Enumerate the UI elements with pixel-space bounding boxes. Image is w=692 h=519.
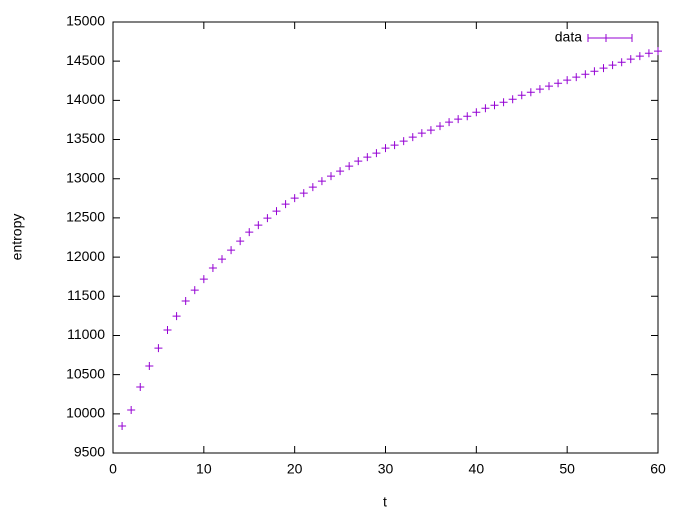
data-point: [463, 112, 472, 121]
data-point: [472, 108, 481, 117]
y-tick-label: 15000: [66, 13, 105, 29]
data-point: [345, 162, 354, 171]
data-point: [408, 133, 417, 142]
data-point: [317, 177, 326, 186]
data-point: [481, 104, 490, 113]
data-point: [172, 312, 181, 321]
x-tick-label: 50: [559, 461, 575, 477]
data-point: [145, 362, 154, 371]
y-tick-label: 10000: [66, 405, 105, 421]
data-point: [454, 115, 463, 124]
plot-frame: [112, 21, 659, 454]
data-point: [545, 82, 553, 91]
y-tick-label: 10500: [66, 365, 105, 381]
data-point: [436, 122, 444, 131]
data-point: [208, 264, 217, 273]
data-point: [127, 406, 136, 415]
legend-symbol: [587, 34, 633, 42]
data-point: [563, 76, 572, 85]
data-point: [263, 214, 272, 223]
data-point: [381, 144, 390, 153]
data-point: [290, 194, 299, 203]
data-point: [626, 55, 635, 64]
data-point: [227, 246, 236, 255]
data-point: [199, 275, 208, 284]
y-tick-label: 12000: [66, 248, 105, 264]
data-point: [190, 286, 199, 295]
x-axis-label: t: [383, 494, 387, 510]
y-tick-label: 9500: [74, 444, 105, 460]
x-tick-label: 60: [650, 461, 666, 477]
data-point: [181, 297, 190, 306]
data-point: [599, 64, 608, 73]
x-tick-label: 20: [287, 461, 303, 477]
data-point: [526, 88, 535, 97]
data-point: [508, 95, 517, 104]
y-tick-label: 11000: [67, 326, 105, 342]
data-point: [154, 344, 163, 353]
data-point: [363, 153, 372, 162]
data-point: [654, 47, 662, 56]
y-tick-label: 14500: [66, 52, 105, 68]
legend-label: data: [555, 29, 582, 45]
data-point: [372, 149, 381, 158]
data-point: [390, 141, 399, 150]
data-point: [517, 91, 526, 100]
data-point: [163, 326, 172, 335]
data-point: [399, 137, 408, 146]
data-point: [608, 61, 617, 70]
data-point: [426, 126, 435, 135]
data-point: [554, 79, 563, 88]
y-tick-label: 12500: [66, 209, 105, 225]
data-point: [236, 237, 245, 246]
data-point: [272, 207, 281, 216]
data-point: [254, 221, 263, 230]
data-point: [308, 183, 317, 192]
data-point: [535, 85, 544, 94]
data-point: [118, 422, 127, 431]
x-tick-label: 10: [196, 461, 212, 477]
data-point: [327, 172, 335, 181]
data-point: [581, 70, 590, 79]
data-point: [644, 49, 653, 58]
y-tick-label: 13000: [66, 169, 105, 185]
x-tick-label: 30: [378, 461, 394, 477]
y-tick-label: 14000: [66, 91, 105, 107]
data-point: [635, 52, 644, 61]
y-axis-label: entropy: [9, 214, 25, 261]
data-point: [136, 383, 145, 392]
data-point: [590, 67, 599, 76]
data-point: [281, 200, 290, 209]
y-tick-label: 11500: [67, 287, 105, 303]
data-point: [245, 228, 254, 237]
data-point: [299, 189, 308, 198]
data-point: [490, 101, 499, 110]
data-point: [572, 73, 581, 82]
data-point: [417, 129, 426, 138]
x-tick-label: 40: [469, 461, 485, 477]
data-point: [445, 118, 454, 127]
data-point: [499, 98, 508, 107]
data-point: [617, 58, 626, 67]
x-tick-label: 0: [109, 461, 117, 477]
data-point: [336, 167, 345, 176]
data-point: [354, 157, 363, 166]
data-point: [218, 255, 226, 264]
y-tick-label: 13500: [66, 130, 105, 146]
